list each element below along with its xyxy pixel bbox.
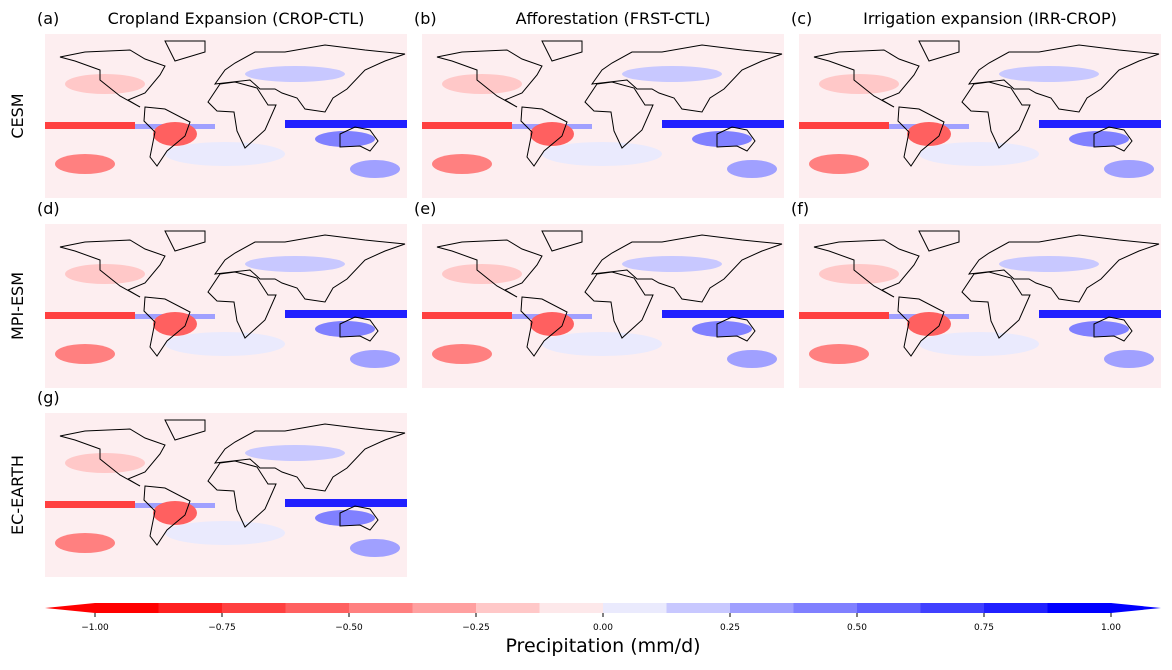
panel-label: (d) — [37, 199, 60, 218]
row-label: CESM — [8, 93, 27, 138]
panel-label: (e) — [414, 199, 436, 218]
colorbar-bin — [285, 603, 350, 613]
colorbar-extend-low — [45, 603, 95, 613]
colorbar-bin — [349, 603, 413, 613]
colorbar-tick-label: 0.25 — [720, 623, 740, 633]
colorbar-tick-label: −1.00 — [81, 623, 109, 633]
colorbar-bin — [412, 603, 477, 613]
map — [799, 224, 1161, 388]
colorbar-bin — [539, 603, 604, 613]
row-label: MPI-ESM — [8, 272, 27, 340]
panel-title: Afforestation (FRST-CTL) — [516, 9, 711, 28]
map-panel — [422, 224, 784, 388]
colorbar-bin — [95, 603, 159, 613]
colorbar-label: Precipitation (mm/d) — [505, 635, 700, 657]
map-panel — [45, 34, 407, 198]
colorbar-bin — [730, 603, 794, 613]
panel-label: (g) — [37, 388, 60, 407]
panel-title: Irrigation expansion (IRR-CROP) — [863, 9, 1117, 28]
panel-title: Cropland Expansion (CROP-CTL) — [108, 9, 365, 28]
map — [422, 34, 784, 198]
map-panel — [799, 34, 1161, 198]
colorbar-bin — [158, 603, 223, 613]
map — [45, 413, 407, 577]
colorbar-tick-label: −0.50 — [335, 623, 363, 633]
colorbar-bin — [666, 603, 731, 613]
colorbar-bin — [984, 603, 1048, 613]
colorbar-bin — [857, 603, 921, 613]
colorbar-extend-high — [1111, 603, 1161, 613]
colorbar-tick-label: 0.00 — [593, 623, 613, 633]
colorbar-tick-label: −0.75 — [208, 623, 236, 633]
map-panel — [45, 413, 407, 577]
panel-label: (c) — [791, 9, 812, 28]
panel-label: (f) — [791, 199, 809, 218]
map — [45, 224, 407, 388]
colorbar-tick-label: 1.00 — [1101, 623, 1121, 633]
row-label: EC-EARTH — [8, 455, 27, 535]
colorbar-tick-label: 0.75 — [974, 623, 994, 633]
panel-label: (b) — [414, 9, 437, 28]
colorbar-tick-label: −0.25 — [462, 623, 490, 633]
colorbar-bin — [222, 603, 286, 613]
map — [422, 224, 784, 388]
map-panel — [422, 34, 784, 198]
colorbar-bin — [1047, 603, 1112, 613]
colorbar-tick-label: 0.50 — [847, 623, 867, 633]
map — [799, 34, 1161, 198]
colorbar-bin — [603, 603, 667, 613]
colorbar-bin — [476, 603, 540, 613]
map — [45, 34, 407, 198]
map-panel — [799, 224, 1161, 388]
colorbar-bin — [793, 603, 858, 613]
colorbar-bin — [920, 603, 985, 613]
map-panel — [45, 224, 407, 388]
panel-label: (a) — [37, 9, 59, 28]
